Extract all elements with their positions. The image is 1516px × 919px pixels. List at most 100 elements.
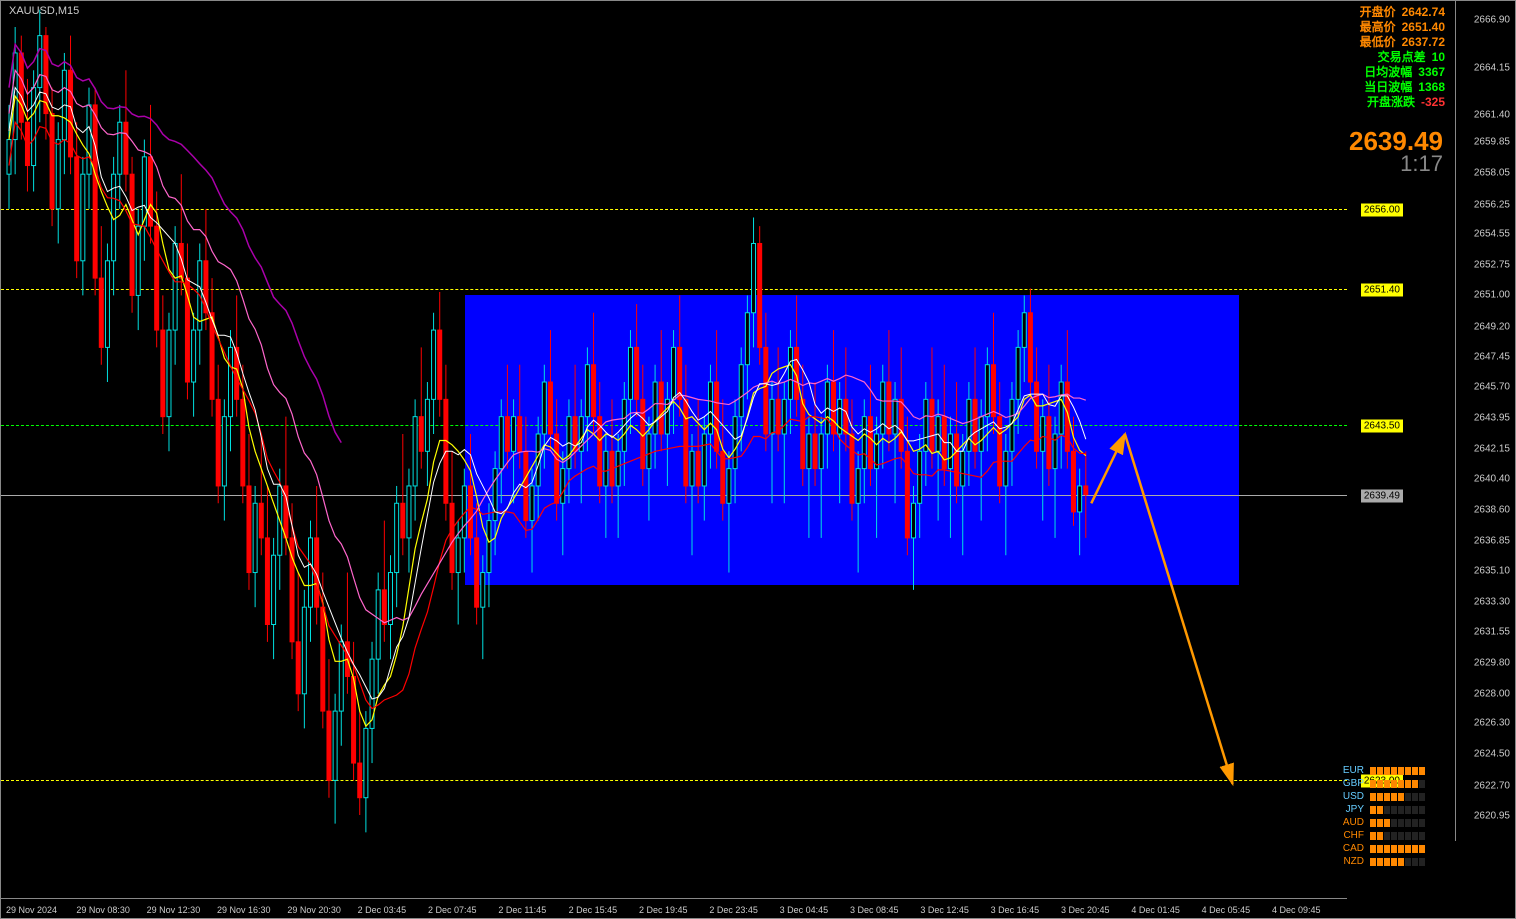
y-tick: 2628.00 <box>1474 688 1510 699</box>
x-tick: 4 Dec 05:45 <box>1202 905 1251 915</box>
y-tick: 2624.50 <box>1474 749 1510 760</box>
y-tick: 2666.90 <box>1474 15 1510 26</box>
chart-window[interactable]: XAUUSD,M15 2656.002651.402643.502639.492… <box>0 0 1516 919</box>
price-axis: 2666.90 2664.15 2661.40 2659.85 2658.05 2656.… <box>1455 1 1515 841</box>
y-tick: 2664.15 <box>1474 62 1510 73</box>
strength-row: AUD <box>1343 816 1425 829</box>
info-value: 2642.74 <box>1402 5 1445 20</box>
y-tick: 2635.10 <box>1474 565 1510 576</box>
currency-label: NZD <box>1343 855 1364 868</box>
info-value: 1368 <box>1418 80 1445 95</box>
x-tick: 29 Nov 16:30 <box>217 905 271 915</box>
strength-bars <box>1370 819 1425 827</box>
y-tick: 2643.95 <box>1474 412 1510 423</box>
currency-label: AUD <box>1343 816 1364 829</box>
y-tick: 2656.25 <box>1474 199 1510 210</box>
strength-bars <box>1370 780 1425 788</box>
strength-bars <box>1370 845 1425 853</box>
strength-bars <box>1370 767 1425 775</box>
x-tick: 2 Dec 15:45 <box>569 905 618 915</box>
x-tick: 2 Dec 03:45 <box>358 905 407 915</box>
y-tick: 2658.05 <box>1474 168 1510 179</box>
y-tick: 2645.70 <box>1474 382 1510 393</box>
y-tick: 2642.15 <box>1474 443 1510 454</box>
x-tick: 3 Dec 16:45 <box>991 905 1040 915</box>
x-tick: 2 Dec 23:45 <box>709 905 758 915</box>
y-tick: 2654.55 <box>1474 228 1510 239</box>
strength-row: USD <box>1343 790 1425 803</box>
info-row: 开盘价 2642.74 <box>1360 5 1445 20</box>
x-tick: 2 Dec 07:45 <box>428 905 477 915</box>
info-row: 最高价 2651.40 <box>1360 20 1445 35</box>
x-tick: 4 Dec 09:45 <box>1272 905 1321 915</box>
bar-countdown: 1:17 <box>1400 151 1443 177</box>
currency-label: USD <box>1343 790 1364 803</box>
currency-label: CAD <box>1343 842 1364 855</box>
y-tick: 2638.60 <box>1474 505 1510 516</box>
y-tick: 2620.95 <box>1474 810 1510 821</box>
info-label: 交易点差 <box>1378 50 1426 65</box>
info-value: 2637.72 <box>1402 35 1445 50</box>
x-tick: 2 Dec 19:45 <box>639 905 688 915</box>
price-line-label: 2643.50 <box>1361 420 1403 433</box>
info-row: 交易点差 10 <box>1360 50 1445 65</box>
info-value: -325 <box>1421 95 1445 110</box>
info-label: 开盘价 <box>1360 5 1396 20</box>
x-tick: 29 Nov 12:30 <box>147 905 201 915</box>
strength-row: JPY <box>1343 803 1425 816</box>
currency-strength-panel: EURGBPUSDJPYAUDCHFCADNZD <box>1343 764 1425 868</box>
strength-bars <box>1370 806 1425 814</box>
candlestick-series <box>1 1 1347 841</box>
info-value: 10 <box>1432 50 1445 65</box>
currency-label: EUR <box>1343 764 1364 777</box>
y-tick: 2659.85 <box>1474 137 1510 148</box>
y-tick: 2649.20 <box>1474 321 1510 332</box>
strength-row: GBP <box>1343 777 1425 790</box>
info-label: 当日波幅 <box>1364 80 1412 95</box>
info-row: 日均波幅3367 <box>1360 65 1445 80</box>
plot-area[interactable]: 2656.002651.402643.502639.492623.00 <box>1 1 1347 841</box>
y-tick: 2636.85 <box>1474 535 1510 546</box>
x-tick: 3 Dec 20:45 <box>1061 905 1110 915</box>
strength-row: NZD <box>1343 855 1425 868</box>
x-tick: 3 Dec 12:45 <box>920 905 969 915</box>
strength-row: CHF <box>1343 829 1425 842</box>
time-axis: 29 Nov 2024 29 Nov 08:30 29 Nov 12:30 29 No… <box>1 898 1347 918</box>
info-label: 开盘涨跌 <box>1367 95 1415 110</box>
x-tick: 29 Nov 2024 <box>6 905 57 915</box>
y-tick: 2633.30 <box>1474 596 1510 607</box>
x-tick: 2 Dec 11:45 <box>498 905 546 915</box>
price-line-label: 2651.40 <box>1361 283 1403 296</box>
currency-label: GBP <box>1343 777 1364 790</box>
currency-label: JPY <box>1346 803 1364 816</box>
info-label: 最低价 <box>1360 35 1396 50</box>
y-tick: 2622.70 <box>1474 780 1510 791</box>
y-tick: 2661.40 <box>1474 110 1510 121</box>
info-row: 最低价 2637.72 <box>1360 35 1445 50</box>
x-tick: 4 Dec 01:45 <box>1131 905 1180 915</box>
x-tick: 3 Dec 08:45 <box>850 905 899 915</box>
y-tick: 2640.40 <box>1474 474 1510 485</box>
price-line-label: 2656.00 <box>1361 203 1403 216</box>
x-tick: 29 Nov 20:30 <box>287 905 341 915</box>
info-row: 开盘涨跌 -325 <box>1360 95 1445 110</box>
strength-bars <box>1370 832 1425 840</box>
info-label: 日均波幅 <box>1364 65 1412 80</box>
x-tick: 29 Nov 08:30 <box>76 905 130 915</box>
info-label: 最高价 <box>1360 20 1396 35</box>
info-value: 2651.40 <box>1402 20 1445 35</box>
strength-row: CAD <box>1343 842 1425 855</box>
y-tick: 2626.30 <box>1474 718 1510 729</box>
y-tick: 2647.45 <box>1474 351 1510 362</box>
strength-bars <box>1370 858 1425 866</box>
y-tick: 2631.55 <box>1474 627 1510 638</box>
y-tick: 2651.00 <box>1474 290 1510 301</box>
y-tick: 2652.75 <box>1474 260 1510 271</box>
info-row: 当日波幅 1368 <box>1360 80 1445 95</box>
y-tick: 2629.80 <box>1474 657 1510 668</box>
strength-bars <box>1370 793 1425 801</box>
x-tick: 3 Dec 04:45 <box>780 905 829 915</box>
currency-label: CHF <box>1343 829 1364 842</box>
price-line-label: 2639.49 <box>1361 489 1403 502</box>
chart-title: XAUUSD,M15 <box>9 5 79 17</box>
